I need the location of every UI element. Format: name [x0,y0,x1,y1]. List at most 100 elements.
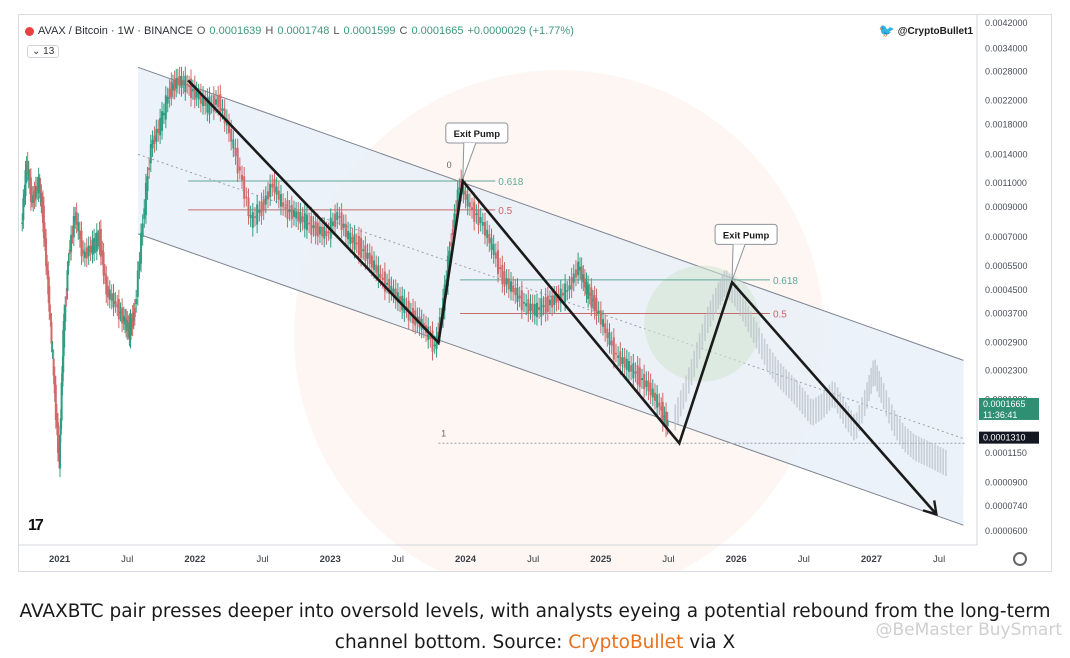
candle-body [284,207,287,209]
candle-body [456,189,459,210]
candle-body [632,363,635,379]
candle-body [253,216,256,218]
candle-body [606,328,609,338]
candle-body [590,287,593,308]
candle-body [379,273,382,278]
fib-level-label: 0.618 [773,276,798,287]
candle-body [494,252,497,259]
candle-body [303,212,306,229]
candle-body [512,285,515,293]
x-tick-label: 2026 [726,554,747,565]
candle-body [40,193,43,205]
candle-body [327,231,330,234]
candle-body [551,295,554,308]
candle-body [593,295,596,311]
candle-body [143,208,146,220]
candle-body [22,198,25,221]
candle-body [331,221,334,226]
low-value: 0.0001599 [343,25,396,37]
candle-body [138,261,141,271]
author-handle-text: @CryptoBullet1 [897,25,973,37]
candle-body [189,78,192,98]
candle-body [435,336,438,349]
open-value: 0.0001639 [209,25,262,37]
candle-body [446,255,449,287]
exit-pump-callout-box [445,122,509,144]
caption-source-link[interactable]: CryptoBullet [568,632,684,653]
candle-body [70,234,73,252]
candle-body [636,365,639,385]
candle-body [437,331,440,337]
candle-body [197,92,200,100]
fib-level-label: 0.5 [498,206,512,217]
candle-body [660,406,663,411]
candle-body [591,299,594,301]
candle-body [38,183,41,190]
candle-body [153,135,156,145]
candle-body [212,95,215,112]
candle-body [71,234,74,237]
candle-body [67,262,70,266]
candle-body [544,297,547,314]
x-tick-label: Jul [392,554,404,565]
candle-body [186,84,189,86]
candle-body [37,176,40,194]
zigzag-path [187,79,938,516]
candle-body [68,249,71,254]
candle-body [509,281,512,292]
candle-body [295,211,298,219]
indicator-toggle-button[interactable]: ⌄ 13 [27,45,60,58]
candle-body [314,221,317,236]
y-tick-label: 0.0000600 [985,526,1028,536]
candle-body [349,232,352,244]
symbol-label[interactable]: AVAX / Bitcoin · 1W · BINANCE [38,25,193,37]
candle-body [570,276,573,290]
candle-body [110,293,113,301]
candle-body [578,266,581,271]
candle-body [193,84,196,100]
candle-body [106,285,109,298]
candle-body [505,278,508,285]
candle-body [353,234,356,250]
candle-body [625,358,628,370]
candle-body [390,285,393,292]
candle-body [336,211,339,221]
settings-icon[interactable] [1013,552,1027,566]
candle-body [507,278,510,290]
candle-body [133,308,136,317]
candle-body [146,176,149,192]
price-tag-value: 0.0001310 [983,433,1026,443]
candle-body [602,319,605,327]
candle-body [630,365,633,372]
candle-body [119,311,122,314]
candle-body [347,230,350,240]
candle-body [453,213,456,229]
candle-body [595,297,598,317]
candle-body [321,226,324,237]
candle-body [99,228,102,257]
candle-body [258,210,261,213]
candle-body [260,201,263,217]
channel-lower-line [137,233,964,526]
candle-body [182,80,185,86]
candle-body [612,337,615,360]
open-key: O [196,25,206,37]
candle-body [666,421,669,427]
candle-body [208,96,211,115]
candle-body [564,283,567,303]
candle-body [499,267,502,270]
candle-body [531,303,534,314]
candle-body [62,330,65,373]
tradingview-logo: 17 [28,517,44,534]
candle-body [262,198,265,212]
candle-body [533,304,536,316]
channel-mid-line [137,153,964,440]
candle-body [93,238,96,253]
y-tick-label: 0.0001150 [985,448,1027,458]
candle-body [299,212,302,224]
candle-body [640,378,643,381]
candle-body [116,304,119,308]
candle-body [535,302,538,317]
candle-body [475,213,478,216]
price-tag-value: 0.0001665 [983,399,1026,409]
